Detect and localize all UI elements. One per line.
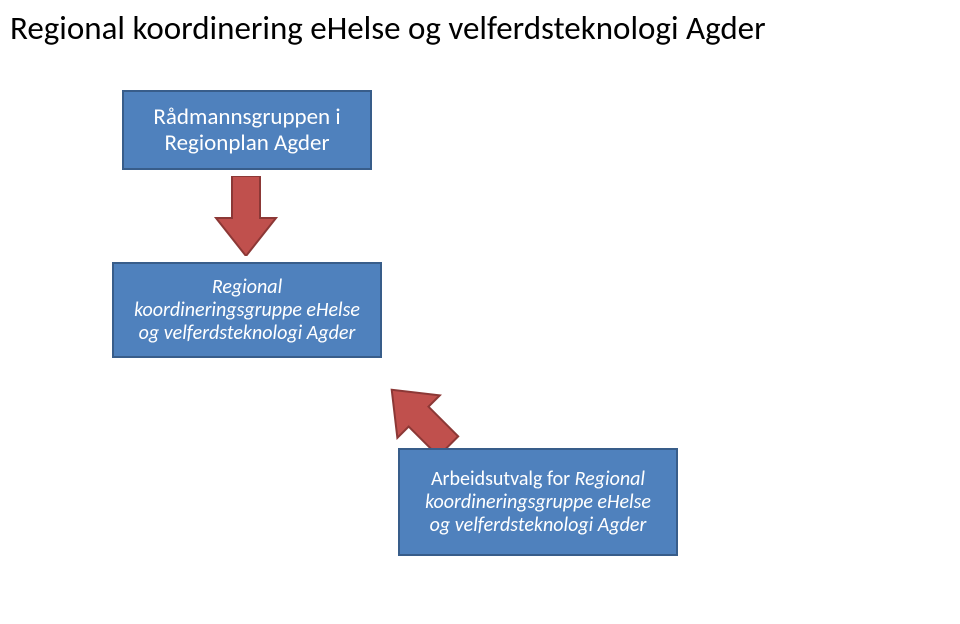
arrow-down-icon bbox=[206, 176, 286, 256]
line: Regional bbox=[212, 275, 282, 299]
line: og velferdsteknologi Agder bbox=[139, 321, 356, 345]
line-prefix: Arbeidsutvalg for bbox=[431, 467, 575, 491]
line-italic: Regional bbox=[575, 467, 645, 491]
node-text: Rådmannsgruppen i Regionplan Agder bbox=[153, 104, 340, 157]
node-text: Regional koordineringsgruppe eHelse og v… bbox=[134, 276, 360, 345]
node-text: Arbeidsutvalg for Regional koordinerings… bbox=[425, 468, 651, 537]
line-italic: og velferdsteknologi Agder bbox=[430, 513, 647, 537]
line-italic: koordineringsgruppe eHelse bbox=[425, 490, 651, 514]
line: Regionplan Agder bbox=[165, 129, 330, 157]
page-title: Regional koordinering eHelse og velferds… bbox=[0, 8, 960, 48]
line: Rådmannsgruppen i bbox=[153, 103, 340, 131]
node-regional-koordineringsgruppe: Regional koordineringsgruppe eHelse og v… bbox=[112, 262, 382, 358]
node-radmannsgruppen: Rådmannsgruppen i Regionplan Agder bbox=[122, 90, 372, 170]
node-arbeidsutvalg: Arbeidsutvalg for Regional koordinerings… bbox=[398, 448, 678, 556]
line: koordineringsgruppe eHelse bbox=[134, 298, 360, 322]
